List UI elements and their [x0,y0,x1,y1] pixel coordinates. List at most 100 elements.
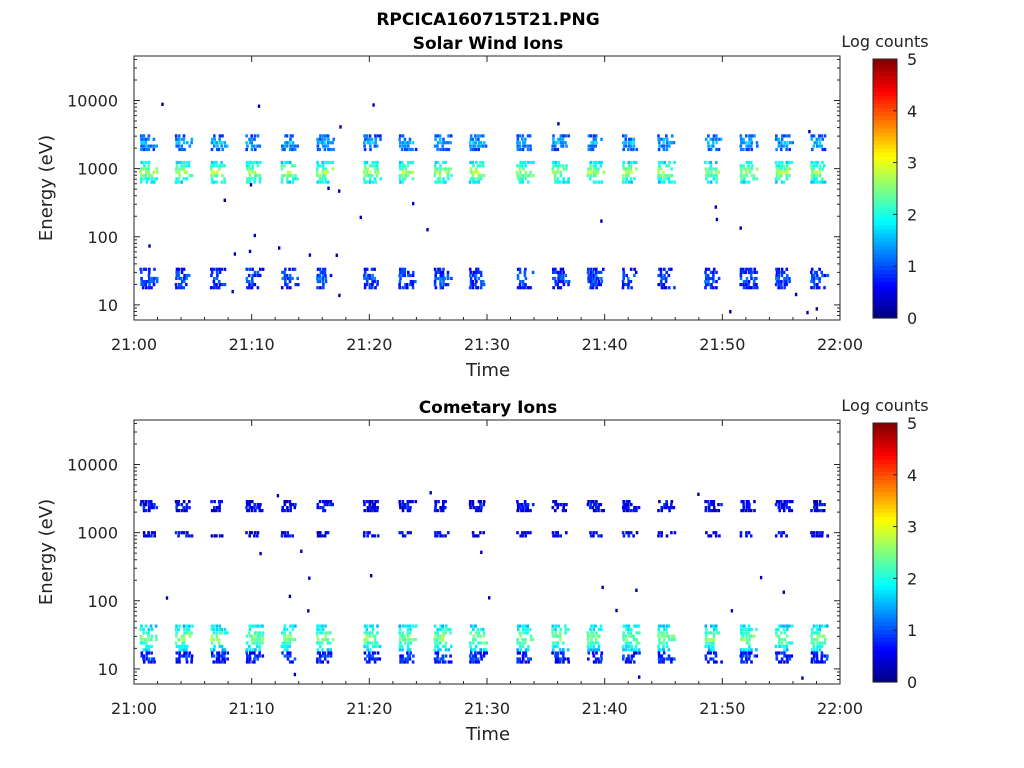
heatmap-cell [326,641,330,645]
heatmap-cell [471,141,475,145]
heatmap-cell [813,506,816,510]
heatmap-cell [627,657,631,661]
heatmap-cell [665,631,669,635]
heatmap-cell [663,638,666,642]
heatmap-cell [592,283,595,287]
heatmap-cell [660,654,664,658]
heatmap-cell [318,500,322,504]
heatmap-cell [663,177,666,181]
heatmap-cell [142,134,146,138]
heatmap-cell [288,534,292,538]
heatmap-cell [438,137,442,141]
heatmap-cell [210,160,214,165]
heatmap-cell [559,144,563,148]
heatmap-cell [180,147,184,152]
heatmap-cell [474,660,478,664]
heatmap-cell [629,167,633,171]
heatmap-cell [215,276,219,281]
heatmap-cell [370,286,374,290]
heatmap-cell [379,177,382,181]
heatmap-cell [444,627,448,632]
heatmap-cell [657,177,660,181]
heatmap-cell [476,634,480,638]
heatmap-cell [556,167,560,171]
heatmap-cell [245,180,249,184]
heatmap-cell [801,676,804,680]
heatmap-cell [524,627,528,632]
heatmap-cell [321,270,324,274]
heatmap-cell [439,283,442,287]
heatmap-cell [717,276,721,281]
heatmap-cell [442,631,445,635]
heatmap-cell [476,657,480,661]
heatmap-cell [665,137,669,141]
heatmap-cell [566,648,570,652]
heatmap-cell [524,267,527,271]
heatmap-cell [812,657,816,661]
heatmap-cell [283,270,286,274]
heatmap-cell [556,147,560,152]
heatmap-cell [411,286,415,290]
heatmap-cell [436,160,440,165]
heatmap-cell [815,270,818,274]
heatmap-cell [551,648,555,652]
heatmap-cell [775,167,779,171]
heatmap-cell [521,280,525,284]
heatmap-cell [622,638,626,642]
heatmap-cell [707,534,710,538]
heatmap-cell [633,273,636,278]
heatmap-cell [592,141,595,145]
heatmap-cell [711,276,715,281]
heatmap-cell [635,588,638,592]
heatmap-cell [147,648,151,652]
heatmap-cell [406,641,410,645]
colorbar-segment [873,71,897,76]
heatmap-cell [562,167,565,171]
heatmap-cell [522,657,525,661]
heatmap-cell [668,141,672,145]
heatmap-cell [221,657,224,661]
heatmap-cell [188,174,192,178]
heatmap-cell [748,270,751,274]
heatmap-cell [326,648,330,652]
heatmap-cell [739,283,742,287]
heatmap-cell [474,270,478,274]
heatmap-cell [433,267,437,271]
heatmap-cell [554,644,558,648]
heatmap-cell [705,177,708,181]
heatmap-cell [223,651,226,655]
heatmap-cell [476,534,480,538]
heatmap-cell [664,627,668,632]
heatmap-cell [441,509,445,513]
heatmap-cell [290,174,294,178]
heatmap-cell [756,144,759,148]
heatmap-cell [818,134,821,138]
heatmap-cell [624,170,628,174]
heatmap-cell [177,177,181,181]
heatmap-cell [740,651,743,655]
heatmap-cell [621,280,625,284]
heatmap-cell [589,506,592,510]
heatmap-cell [434,631,437,635]
heatmap-cell [376,167,379,171]
x-tick-label: 21:10 [229,699,275,718]
heatmap-cell [226,651,230,655]
heatmap-cell [215,631,218,635]
heatmap-cell [516,651,520,655]
heatmap-cell [475,267,478,271]
heatmap-cell [178,276,181,281]
heatmap-cell [589,174,593,178]
heatmap-cell [185,506,188,510]
heatmap-cell [439,141,443,145]
heatmap-cell [293,147,297,152]
colorbar-segment [873,79,897,84]
heatmap-cell [376,624,379,628]
heatmap-cell [442,147,445,152]
heatmap-cell [294,174,297,178]
heatmap-cell [714,654,718,658]
heatmap-cell [401,638,405,642]
heatmap-cell [321,273,325,278]
heatmap-cell [442,500,445,504]
heatmap-cell [323,137,327,141]
heatmap-cell [250,286,254,290]
